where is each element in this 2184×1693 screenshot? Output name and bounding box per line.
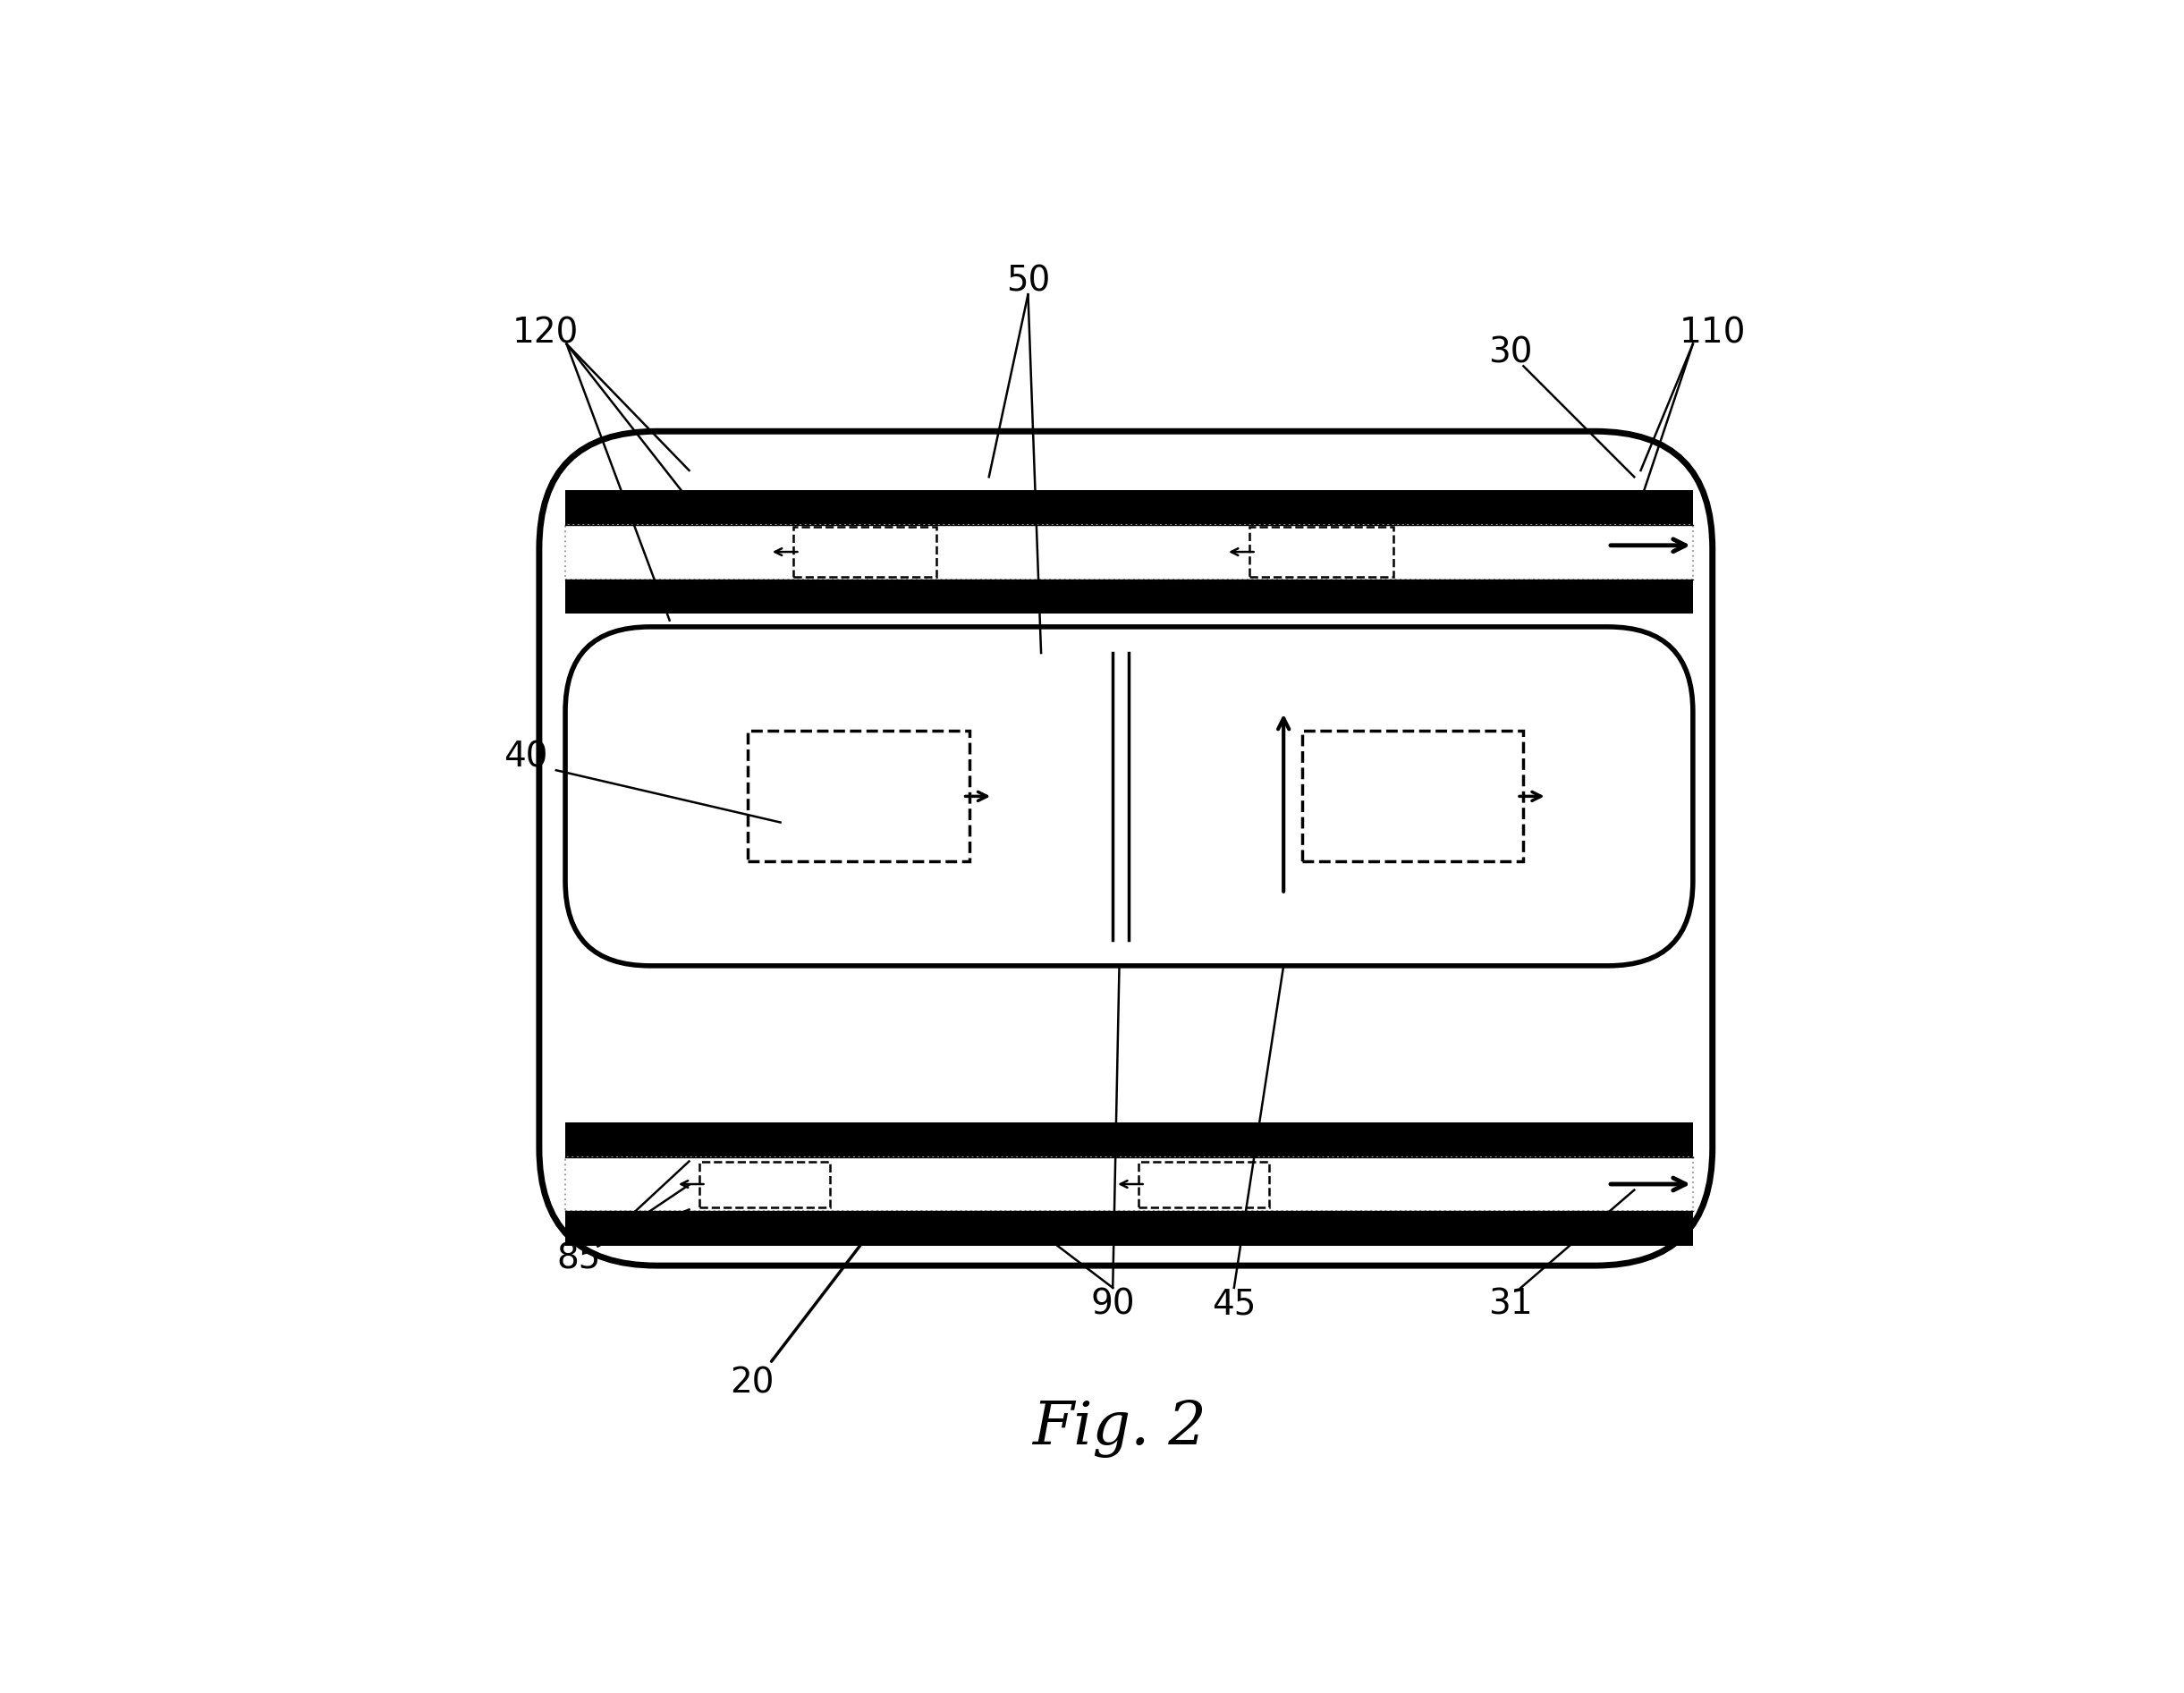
Text: 20: 20 xyxy=(729,1366,773,1400)
Text: Fig. 2: Fig. 2 xyxy=(1033,1400,1206,1458)
Text: 120: 120 xyxy=(513,317,579,350)
Text: 85: 85 xyxy=(557,1243,601,1277)
Bar xyxy=(1138,1161,1269,1207)
Bar xyxy=(566,1122,1693,1156)
FancyBboxPatch shape xyxy=(566,626,1693,965)
Text: 45: 45 xyxy=(1212,1288,1256,1322)
Bar xyxy=(699,1161,830,1207)
Bar xyxy=(1302,731,1524,862)
Bar xyxy=(566,525,1693,579)
Bar xyxy=(1249,527,1393,577)
Bar xyxy=(566,1156,1693,1212)
Text: 40: 40 xyxy=(505,740,548,774)
Bar xyxy=(566,1212,1693,1246)
Bar xyxy=(566,489,1693,525)
Text: 90: 90 xyxy=(1090,1288,1136,1322)
Text: 30: 30 xyxy=(1487,337,1533,371)
Bar xyxy=(747,731,970,862)
Text: 50: 50 xyxy=(1007,264,1051,298)
Text: 110: 110 xyxy=(1679,317,1745,350)
Bar xyxy=(566,489,1693,615)
Bar xyxy=(566,579,1693,615)
Text: 31: 31 xyxy=(1487,1288,1533,1322)
Bar xyxy=(793,527,937,577)
Bar xyxy=(566,1122,1693,1246)
FancyBboxPatch shape xyxy=(539,432,1712,1266)
